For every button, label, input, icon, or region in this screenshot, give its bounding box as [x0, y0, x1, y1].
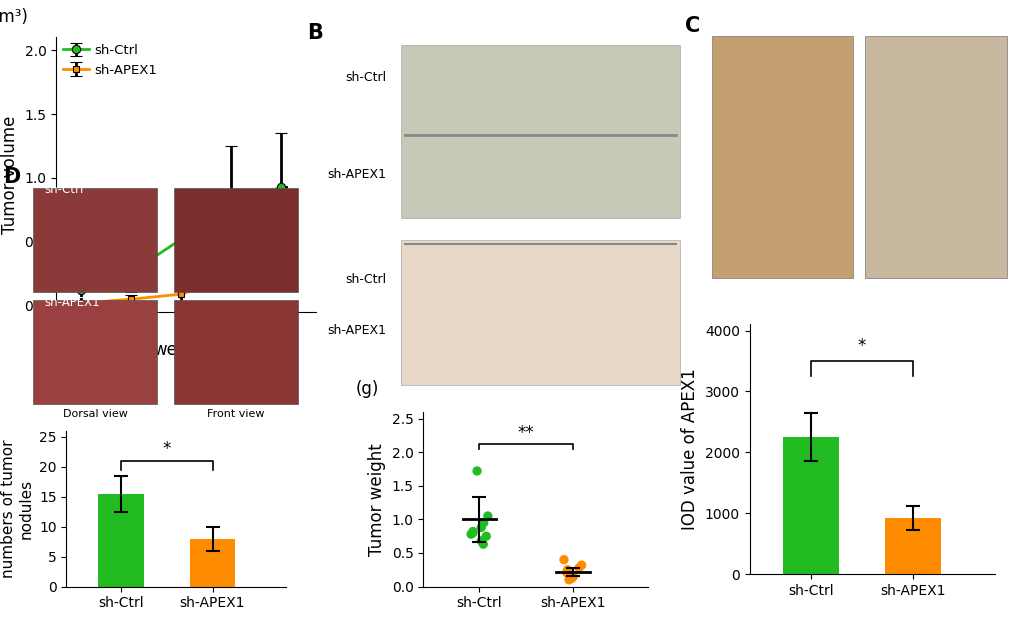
Y-axis label: numbers of tumor
nodules: numbers of tumor nodules: [1, 439, 34, 578]
Bar: [884, 518, 941, 574]
Text: sh-APEX1: sh-APEX1: [327, 168, 386, 182]
FancyBboxPatch shape: [400, 45, 679, 218]
Text: *: *: [239, 233, 248, 251]
Bar: [783, 437, 839, 574]
Text: B: B: [307, 23, 322, 43]
Text: *: *: [857, 337, 865, 355]
Y-axis label: Tumor weight: Tumor weight: [368, 443, 385, 555]
FancyBboxPatch shape: [400, 240, 679, 385]
Point: [478, 531, 494, 541]
Point: [573, 560, 589, 570]
Bar: [98, 494, 144, 587]
Point: [475, 539, 491, 549]
Point: [571, 563, 587, 573]
Text: sh-Ctrl: sh-Ctrl: [345, 71, 386, 84]
Point: [562, 573, 579, 583]
Point: [558, 567, 575, 577]
Legend: sh-Ctrl, sh-APEX1: sh-Ctrl, sh-APEX1: [62, 44, 157, 77]
Point: [469, 466, 485, 476]
Text: sh-Ctrl: sh-Ctrl: [345, 273, 386, 286]
X-axis label: week(s): week(s): [153, 341, 219, 359]
FancyBboxPatch shape: [173, 188, 298, 293]
Point: [475, 518, 491, 528]
Text: Dorsal view: Dorsal view: [63, 409, 127, 419]
Text: (g): (g): [356, 380, 379, 398]
Point: [565, 572, 581, 582]
FancyBboxPatch shape: [34, 188, 157, 293]
FancyBboxPatch shape: [864, 36, 1006, 278]
Point: [560, 570, 577, 580]
Text: (cm³): (cm³): [0, 9, 29, 26]
Point: [473, 522, 489, 532]
Bar: [190, 539, 235, 587]
Point: [560, 575, 577, 585]
Point: [465, 527, 481, 537]
Point: [558, 568, 575, 578]
Text: C: C: [684, 16, 699, 36]
Point: [558, 565, 575, 575]
Text: Front view: Front view: [207, 409, 264, 419]
FancyBboxPatch shape: [711, 36, 853, 278]
Point: [479, 511, 495, 521]
Text: **: **: [518, 424, 534, 442]
Y-axis label: IOD value of APEX1: IOD value of APEX1: [681, 368, 699, 530]
Text: sh-APEX1: sh-APEX1: [327, 324, 386, 337]
Text: sh-APEX1: sh-APEX1: [45, 296, 100, 309]
Text: D: D: [3, 167, 20, 187]
Y-axis label: Tumor volume: Tumor volume: [1, 115, 18, 234]
Point: [465, 528, 481, 538]
Point: [473, 536, 489, 546]
FancyBboxPatch shape: [34, 300, 157, 404]
Text: *: *: [289, 218, 298, 236]
Text: *: *: [162, 440, 171, 458]
Point: [555, 555, 572, 565]
Text: sh-Ctrl: sh-Ctrl: [45, 183, 84, 197]
Point: [463, 529, 479, 539]
FancyBboxPatch shape: [173, 300, 298, 404]
